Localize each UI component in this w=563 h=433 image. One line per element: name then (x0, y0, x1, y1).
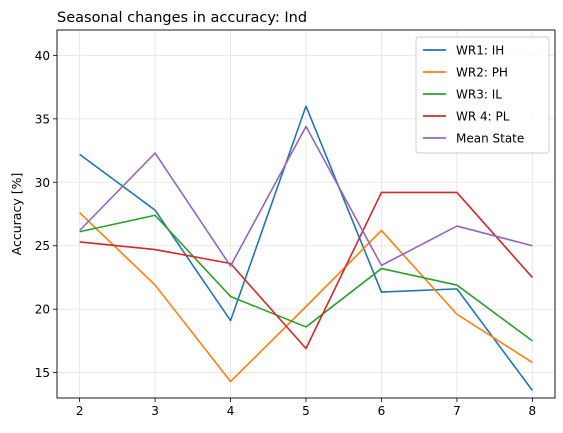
x-tick-label: 3 (151, 404, 159, 418)
x-axis-ticks: 2 3 4 5 6 7 8 (76, 398, 536, 418)
y-axis-label: Accuracy [%] (9, 173, 24, 256)
series-line (79, 212, 533, 383)
legend: WR1: IH WR2: PH WR3: IL WR 4: PL Mean State (415, 36, 550, 154)
legend-entry: WR2: PH (456, 66, 508, 80)
x-tick-label: 5 (302, 404, 310, 418)
series-line (79, 125, 533, 267)
y-tick-label: 30 (35, 176, 50, 190)
chart-title: Seasonal changes in accuracy: Ind (57, 10, 307, 26)
y-tick-label: 15 (35, 366, 50, 380)
series-line (79, 105, 534, 391)
x-tick-label: 7 (453, 404, 461, 418)
legend-entry: WR3: IL (456, 88, 502, 102)
y-tick-label: 40 (35, 49, 50, 63)
y-axis-ticks: 15 20 25 30 35 40 (35, 49, 57, 380)
legend-entry: WR 4: PL (456, 110, 510, 124)
y-tick-label: 20 (35, 303, 50, 317)
x-tick-label: 6 (378, 404, 386, 418)
series-line (79, 214, 533, 342)
x-tick-label: 4 (227, 404, 235, 418)
series-lines (79, 105, 534, 391)
legend-entry: Mean State (456, 132, 524, 146)
y-tick-label: 25 (35, 239, 50, 253)
x-tick-label: 8 (529, 404, 537, 418)
series-line (79, 191, 533, 350)
legend-box (415, 36, 550, 154)
y-tick-label: 35 (35, 112, 50, 126)
legend-entry: WR1: IH (456, 44, 504, 58)
x-tick-label: 2 (76, 404, 84, 418)
